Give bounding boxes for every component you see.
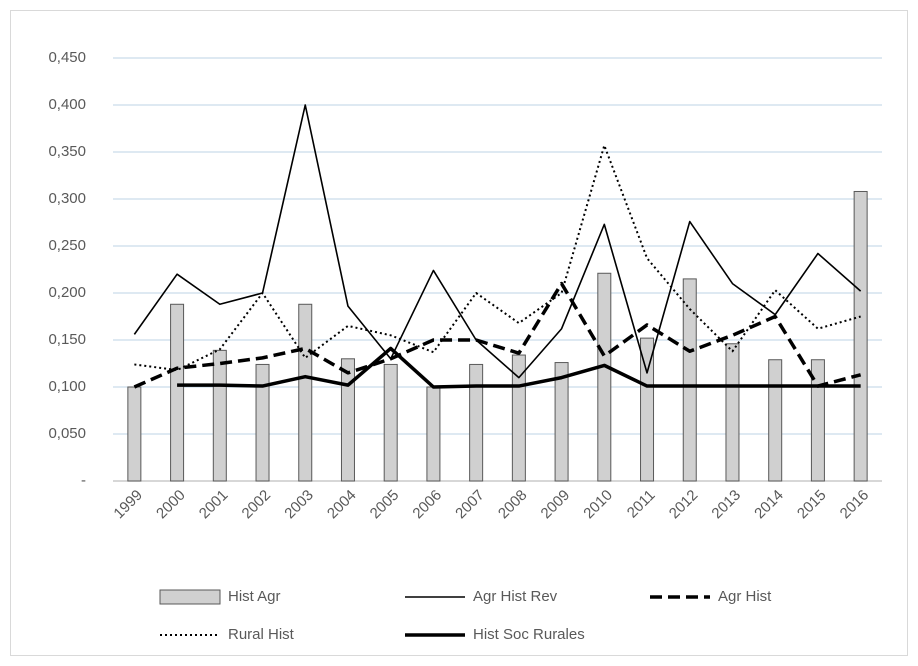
bar xyxy=(725,343,740,482)
y-tick-label: 0,100 xyxy=(48,378,86,395)
y-tick-label: 0,150 xyxy=(48,331,86,348)
legend-label: Hist Soc Rurales xyxy=(473,626,585,643)
chart-frame xyxy=(10,10,908,656)
bar xyxy=(682,278,697,482)
legend-label: Hist Agr xyxy=(228,588,281,605)
legend-label: Agr Hist xyxy=(718,588,772,605)
bar xyxy=(426,386,441,482)
bar xyxy=(810,359,825,482)
line-series xyxy=(133,281,862,389)
y-tick-label: 0,250 xyxy=(48,237,86,254)
bar xyxy=(640,337,655,482)
bar xyxy=(127,386,142,482)
bar xyxy=(768,359,783,482)
bar xyxy=(298,303,313,482)
bar xyxy=(255,363,270,482)
y-tick-label: 0,400 xyxy=(48,96,86,113)
line-series xyxy=(134,144,861,372)
bar xyxy=(340,358,355,482)
bar xyxy=(554,362,569,482)
bar xyxy=(597,272,612,482)
bar xyxy=(170,303,185,482)
legend-label: Rural Hist xyxy=(228,626,295,643)
line-series xyxy=(133,104,862,379)
y-tick-label: - xyxy=(81,472,86,489)
bar xyxy=(853,190,868,482)
y-tick-label: 0,300 xyxy=(48,190,86,207)
legend-label: Agr Hist Rev xyxy=(473,588,558,605)
bar xyxy=(469,363,484,482)
line-series xyxy=(177,346,861,389)
legend-swatch xyxy=(159,589,221,605)
y-tick-label: 0,200 xyxy=(48,284,86,301)
y-tick-label: 0,050 xyxy=(48,425,86,442)
y-tick-label: 0,350 xyxy=(48,143,86,160)
bar xyxy=(212,349,227,482)
bar xyxy=(383,363,398,482)
y-tick-label: 0,450 xyxy=(48,49,86,66)
